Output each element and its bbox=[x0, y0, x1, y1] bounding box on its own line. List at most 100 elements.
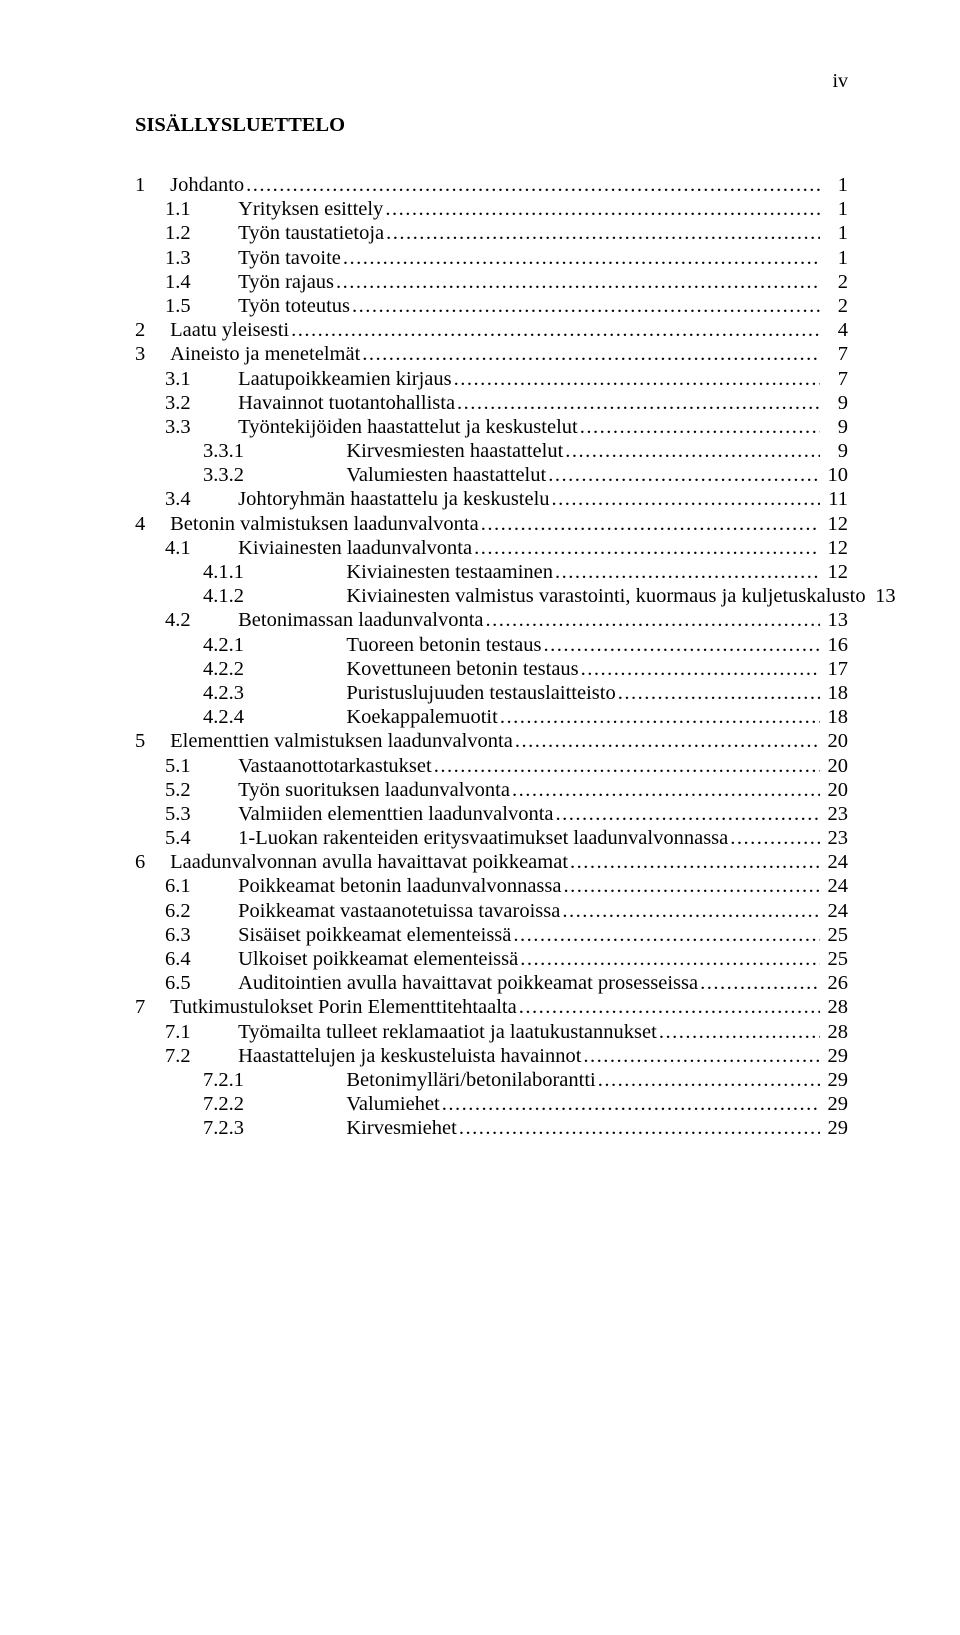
toc-entry-label: 4.2.4 bbox=[135, 705, 331, 729]
toc-entry-page: 24 bbox=[822, 850, 848, 874]
toc-entry-label: 1.3 bbox=[135, 246, 233, 270]
toc-entry: 5 Elementtien valmistuksen laadunvalvont… bbox=[135, 729, 848, 753]
toc-entry-leader: ........................................… bbox=[659, 1020, 820, 1044]
toc-entry: 5.2 Työn suorituksen laadunvalvonta.....… bbox=[135, 778, 848, 802]
toc-entry-title: Työn suorituksen laadunvalvonta bbox=[238, 778, 510, 802]
toc-entry-leader: ........................................… bbox=[291, 318, 820, 342]
toc-entry-title: Betonimassan laadunvalvonta bbox=[238, 608, 483, 632]
toc-entry-title: Haastattelujen ja keskusteluista havainn… bbox=[238, 1044, 581, 1068]
toc-entry: 4.2.3 Puristuslujuuden testauslaitteisto… bbox=[135, 681, 848, 705]
toc-entry-page: 12 bbox=[822, 560, 848, 584]
toc-entry-title: Yrityksen esittely bbox=[238, 197, 383, 221]
toc-entry: 7.2.2 Valumiehet........................… bbox=[135, 1092, 848, 1116]
toc-entry-gap bbox=[331, 1068, 346, 1092]
toc-entry-title: Tutkimustulokset Porin Elementtitehtaalt… bbox=[170, 995, 517, 1019]
toc-entry-title: Laatupoikkeamien kirjaus bbox=[238, 367, 451, 391]
toc-entry-title: Sisäiset poikkeamat elementeissä bbox=[238, 923, 511, 947]
toc-entry-title: Poikkeamat vastaanotetuissa tavaroissa bbox=[238, 899, 560, 923]
toc-entry-title: Havainnot tuotantohallista bbox=[238, 391, 455, 415]
toc-entry-title: Johdanto bbox=[170, 173, 244, 197]
toc-entry-page: 12 bbox=[822, 536, 848, 560]
toc-entry-title: Työn taustatietoja bbox=[238, 221, 384, 245]
toc-entry-page: 11 bbox=[822, 487, 848, 511]
toc-entry-page: 1 bbox=[822, 221, 848, 245]
toc-entry-label: 1.2 bbox=[135, 221, 233, 245]
toc-entry-label: 3.2 bbox=[135, 391, 233, 415]
toc-entry-title: Valumiesten haastattelut bbox=[346, 463, 546, 487]
toc-entry: 7 Tutkimustulokset Porin Elementtitehtaa… bbox=[135, 995, 848, 1019]
toc-entry: 6 Laadunvalvonnan avulla havaittavat poi… bbox=[135, 850, 848, 874]
toc-entry: 4.1.2 Kiviainesten valmistus varastointi… bbox=[135, 584, 848, 608]
toc-entry-label: 4 bbox=[135, 512, 165, 536]
toc-entry-gap bbox=[331, 681, 346, 705]
toc-entry-label: 5 bbox=[135, 729, 165, 753]
toc-entry-page: 7 bbox=[822, 367, 848, 391]
toc-entry-label: 7.1 bbox=[135, 1020, 233, 1044]
toc-entry: 5.1 Vastaanottotarkastukset.............… bbox=[135, 754, 848, 778]
toc-entry-gap bbox=[331, 584, 346, 608]
toc-entry-title: Työn tavoite bbox=[238, 246, 341, 270]
toc-entry: 7.1 Työmailta tulleet reklamaatiot ja la… bbox=[135, 1020, 848, 1044]
toc-entry-page: 13 bbox=[870, 584, 896, 608]
toc-entry-page: 24 bbox=[822, 874, 848, 898]
toc-entry-gap bbox=[331, 439, 346, 463]
toc-entry-title: Aineisto ja menetelmät bbox=[170, 342, 360, 366]
toc-entry-gap bbox=[331, 560, 346, 584]
toc-entry-title: Kovettuneen betonin testaus bbox=[346, 657, 578, 681]
toc-entry: 5.3 Valmiiden elementtien laadunvalvonta… bbox=[135, 802, 848, 826]
toc-entry-label: 7.2.3 bbox=[135, 1116, 331, 1140]
toc-entry-gap bbox=[331, 633, 346, 657]
toc-entry-page: 23 bbox=[822, 826, 848, 850]
toc-entry-title: Tuoreen betonin testaus bbox=[346, 633, 541, 657]
toc-entry-label: 5.1 bbox=[135, 754, 233, 778]
toc-entry-leader: ........................................… bbox=[515, 729, 820, 753]
toc-entry-page: 29 bbox=[822, 1116, 848, 1140]
toc-entry: 5.4 1-Luokan rakenteiden eritysvaatimuks… bbox=[135, 826, 848, 850]
toc-entry-page: 24 bbox=[822, 899, 848, 923]
toc-entry-label: 1 bbox=[135, 173, 165, 197]
toc-entry: 1.3 Työn tavoite........................… bbox=[135, 246, 848, 270]
toc-entry-title: Laadunvalvonnan avulla havaittavat poikk… bbox=[170, 850, 568, 874]
toc-entry-leader: ........................................… bbox=[434, 754, 820, 778]
toc-entry-page: 7 bbox=[822, 342, 848, 366]
toc-entry-label: 6.4 bbox=[135, 947, 233, 971]
toc-entry: 6.4 Ulkoiset poikkeamat elementeissä....… bbox=[135, 947, 848, 971]
toc-entry-page: 23 bbox=[822, 802, 848, 826]
toc-entry: 3.3.2 Valumiesten haastattelut..........… bbox=[135, 463, 848, 487]
toc-entry-page: 1 bbox=[822, 173, 848, 197]
toc-entry-page: 1 bbox=[822, 246, 848, 270]
toc-entry: 6.3 Sisäiset poikkeamat elementeissä....… bbox=[135, 923, 848, 947]
toc-entry-leader: ........................................… bbox=[583, 1044, 820, 1068]
toc-entry: 1.4 Työn rajaus.........................… bbox=[135, 270, 848, 294]
toc-entry-label: 5.3 bbox=[135, 802, 233, 826]
toc-entry: 3 Aineisto ja menetelmät................… bbox=[135, 342, 848, 366]
toc-entry-label: 1.5 bbox=[135, 294, 233, 318]
toc-entry: 7.2 Haastattelujen ja keskusteluista hav… bbox=[135, 1044, 848, 1068]
toc-entry: 1.1 Yrityksen esittely..................… bbox=[135, 197, 848, 221]
toc-entry-label: 4.2 bbox=[135, 608, 233, 632]
toc-entry-leader: ........................................… bbox=[555, 560, 820, 584]
toc-entry-page: 2 bbox=[822, 270, 848, 294]
toc-entry-title: Puristuslujuuden testauslaitteisto bbox=[346, 681, 615, 705]
toc-entry-gap bbox=[331, 463, 346, 487]
toc-entry: 3.3.1 Kirvesmiesten haastattelut........… bbox=[135, 439, 848, 463]
toc-entry-label: 6.5 bbox=[135, 971, 233, 995]
toc-entry-leader: ........................................… bbox=[598, 1068, 820, 1092]
toc-entry-leader: ........................................… bbox=[562, 899, 820, 923]
toc-entry: 4 Betonin valmistuksen laadunvalvonta...… bbox=[135, 512, 848, 536]
toc-entry-leader: ........................................… bbox=[385, 197, 820, 221]
toc-entry-leader: ........................................… bbox=[730, 826, 820, 850]
toc-entry: 6.2 Poikkeamat vastaanotetuissa tavarois… bbox=[135, 899, 848, 923]
toc-entry-title: Vastaanottotarkastukset bbox=[238, 754, 432, 778]
toc-entry-leader: ........................................… bbox=[459, 1116, 820, 1140]
toc-entry-page: 20 bbox=[822, 754, 848, 778]
toc-entry-label: 3.4 bbox=[135, 487, 233, 511]
toc-entry: 6.5 Auditointien avulla havaittavat poik… bbox=[135, 971, 848, 995]
toc-entry-page: 28 bbox=[822, 995, 848, 1019]
toc-entry-page: 17 bbox=[822, 657, 848, 681]
toc-entry-page: 26 bbox=[822, 971, 848, 995]
toc-entry-leader: ........................................… bbox=[386, 221, 820, 245]
toc-entry: 4.2.2 Kovettuneen betonin testaus.......… bbox=[135, 657, 848, 681]
toc-entry-label: 5.4 bbox=[135, 826, 233, 850]
toc-entry-leader: ........................................… bbox=[474, 536, 820, 560]
